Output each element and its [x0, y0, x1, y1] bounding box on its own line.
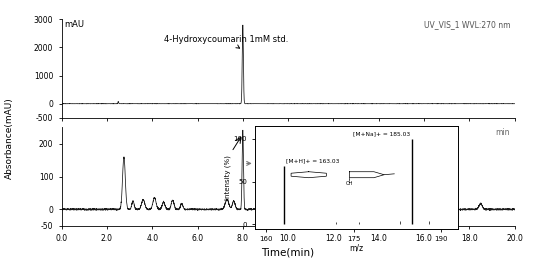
- X-axis label: m/z: m/z: [349, 243, 363, 253]
- Text: mAU: mAU: [64, 20, 84, 29]
- X-axis label: Time(min): Time(min): [262, 247, 315, 257]
- Text: [M+H]+ = 163.03: [M+H]+ = 163.03: [286, 159, 339, 164]
- Y-axis label: Intensity (%): Intensity (%): [224, 155, 230, 200]
- Text: Absorbance(mAU): Absorbance(mAU): [5, 98, 14, 179]
- Text: OH: OH: [346, 181, 353, 186]
- Text: [M+Na]+ = 185.03: [M+Na]+ = 185.03: [353, 131, 410, 136]
- Text: 4-Hydroxycoumarin 1mM std.: 4-Hydroxycoumarin 1mM std.: [163, 35, 288, 48]
- Text: min: min: [495, 129, 510, 137]
- Text: UV_VIS_1 WVL:270 nm: UV_VIS_1 WVL:270 nm: [423, 20, 510, 29]
